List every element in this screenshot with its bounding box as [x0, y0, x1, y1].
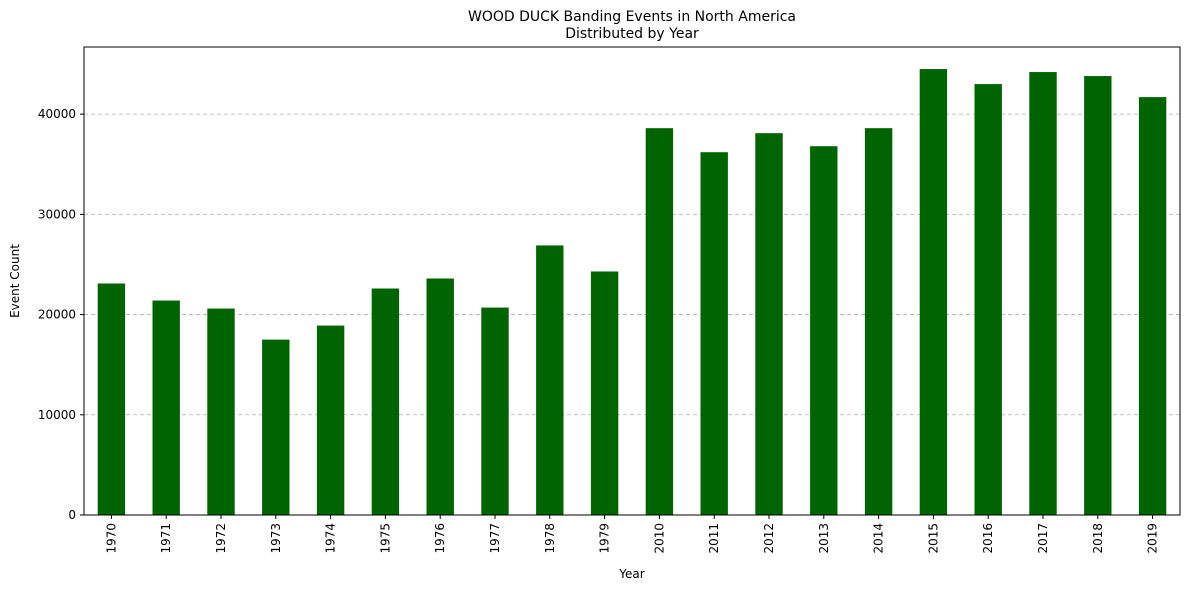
- bar-2010: [645, 128, 674, 515]
- bar-1974: [316, 325, 345, 515]
- bar-2014: [864, 128, 893, 515]
- y-tick-label: 0: [68, 508, 76, 522]
- bar-1979: [590, 271, 619, 515]
- x-tick-label: 2013: [817, 523, 831, 554]
- bar-1971: [152, 300, 180, 515]
- x-tick-label: 2016: [981, 523, 995, 554]
- y-tick-label: 10000: [38, 408, 76, 422]
- bar-1973: [262, 339, 290, 515]
- x-tick-label: 2010: [652, 523, 666, 554]
- y-tick-label: 40000: [38, 107, 76, 121]
- x-tick-label: 1972: [214, 523, 228, 554]
- x-tick-label: 1979: [598, 523, 612, 554]
- bar-1970: [97, 283, 126, 515]
- x-tick-label: 1974: [324, 523, 338, 554]
- bar-1977: [481, 307, 509, 515]
- y-tick-label: 30000: [38, 207, 76, 221]
- chart-title: WOOD DUCK Banding Events in North Americ…: [468, 9, 796, 25]
- x-tick-label: 1971: [159, 523, 173, 554]
- grid-lines: [84, 113, 1180, 416]
- x-tick-label: 1970: [104, 523, 118, 554]
- bar-2015: [919, 69, 948, 515]
- y-axis: 0 10000 20000 30000 40000: [38, 107, 84, 522]
- x-tick-label: 1978: [543, 523, 557, 554]
- x-tick-label: 1973: [269, 523, 283, 554]
- bar-2011: [700, 152, 728, 515]
- x-tick-label: 2017: [1036, 523, 1050, 554]
- x-tick-label: 1975: [378, 523, 392, 554]
- bar-2016: [974, 84, 1002, 516]
- x-axis: 1970 1971 1972 1973 1974 1975 1976 1977 1978 1979…: [104, 515, 1160, 554]
- x-tick-label: 2018: [1091, 523, 1105, 554]
- y-axis-label: Event Count: [8, 244, 22, 318]
- x-tick-label: 2015: [926, 523, 940, 554]
- bar-1976: [426, 278, 454, 515]
- bar-2018: [1084, 76, 1112, 515]
- bar-1978: [536, 245, 564, 515]
- x-tick-label: 2019: [1146, 523, 1160, 554]
- x-tick-label: 2011: [707, 523, 721, 554]
- bar-2019: [1138, 97, 1167, 516]
- x-tick-label: 2012: [762, 523, 776, 554]
- bars: [97, 69, 1167, 516]
- bar-1975: [371, 288, 400, 515]
- x-tick-label: 1977: [488, 523, 502, 554]
- x-axis-label: Year: [618, 567, 644, 581]
- y-tick-label: 20000: [38, 308, 76, 322]
- bar-2012: [755, 133, 783, 516]
- chart-subtitle: Distributed by Year: [565, 26, 699, 42]
- x-tick-label: 1976: [433, 523, 447, 554]
- bar-2013: [810, 146, 838, 516]
- bar-1972: [207, 308, 235, 515]
- x-tick-label: 2014: [872, 523, 886, 554]
- plot-frame: [83, 46, 1181, 516]
- bar-2017: [1029, 72, 1057, 516]
